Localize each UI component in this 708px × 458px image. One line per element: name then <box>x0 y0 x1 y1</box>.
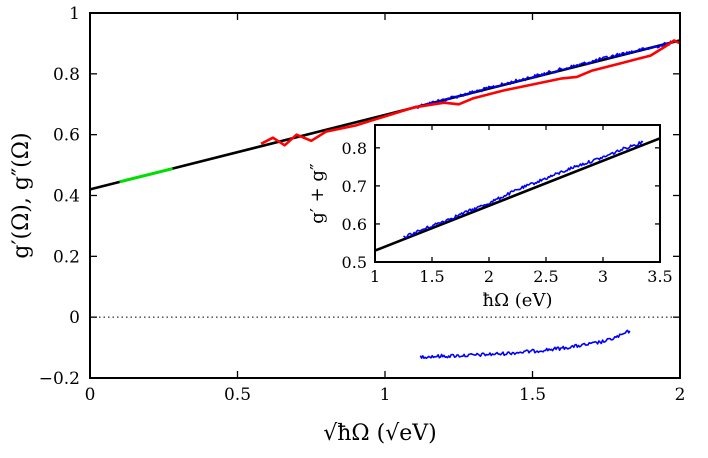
main-xtick-label: 1 <box>380 385 391 405</box>
main-xtick-label: 2 <box>675 385 686 405</box>
inset-xtick-label: 1 <box>370 267 380 286</box>
main-xtick-label: 0 <box>85 385 96 405</box>
main-frame <box>89 12 681 379</box>
main-plot: 0 0.5 1 1.5 2−0.200.20.40.60.81√ħΩ (√eV)g′(Ω… <box>9 4 685 446</box>
main-series-0 <box>89 39 681 191</box>
main-ytick-label: 0.6 <box>53 126 80 146</box>
inset-xtick-label: 3.5 <box>647 267 672 286</box>
inset-series-0 <box>374 137 661 252</box>
inset-plot: 1 1.5 2 2.5 3 3.5 0.5 0.6 0.7 0.8 ħΩ (eV) g′ + g″ <box>307 124 673 311</box>
main-series-2 <box>413 40 675 109</box>
inset-series-1 <box>403 140 644 239</box>
main-series-4 <box>419 329 631 360</box>
main-ylabel: g′(Ω), g″(Ω) <box>9 132 34 258</box>
inset-xtick-label: 1.5 <box>419 267 444 286</box>
main-ytick-label: −0.2 <box>39 369 80 389</box>
inset-ytick-label: 0.8 <box>342 139 367 158</box>
inset-xtick-label: 2.5 <box>533 267 558 286</box>
main-series-3 <box>260 39 681 147</box>
inset-xtick-label: 2 <box>484 267 494 286</box>
inset-ytick-label: 0.5 <box>342 253 367 272</box>
main-ytick-label: 0.2 <box>53 247 80 267</box>
main-xlabel: √ħΩ (√eV) <box>323 421 437 446</box>
main-ytick-label: 1 <box>69 4 80 24</box>
main-xtick-label: 1.5 <box>519 385 546 405</box>
inset-frame <box>374 124 661 263</box>
inset-ytick-label: 0.7 <box>342 177 367 196</box>
main-xtick-label: 0.5 <box>224 385 251 405</box>
main-ytick-label: 0.4 <box>53 187 80 207</box>
main-ytick-label: 0 <box>69 308 80 328</box>
main-series-1 <box>119 167 173 184</box>
inset-ylabel: g′ + g″ <box>307 163 328 224</box>
inset-ytick-label: 0.6 <box>342 215 367 234</box>
main-ytick-label: 0.8 <box>53 65 80 85</box>
inset-xtick-label: 3 <box>598 267 608 286</box>
inset-xlabel: ħΩ (eV) <box>483 290 553 311</box>
